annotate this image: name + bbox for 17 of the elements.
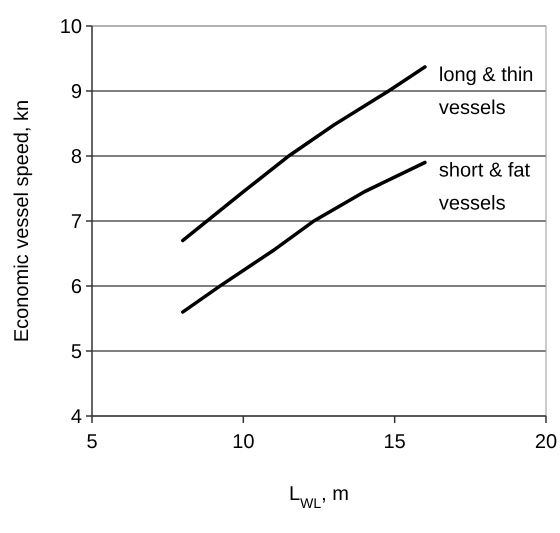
y-tick-label: 6 bbox=[70, 276, 82, 298]
y-tick-label: 7 bbox=[70, 211, 82, 233]
y-tick-label: 4 bbox=[70, 406, 82, 428]
x-tick-label: 15 bbox=[384, 431, 406, 453]
x-tick-label: 10 bbox=[232, 431, 254, 453]
y-tick-label: 5 bbox=[70, 341, 82, 363]
y-tick-label: 8 bbox=[70, 146, 82, 168]
x-tick-label: 20 bbox=[534, 431, 558, 453]
x-tick-label: 5 bbox=[86, 431, 98, 453]
y-tick-label: 10 bbox=[60, 16, 82, 38]
series-label: long & thin vessels bbox=[438, 64, 534, 119]
x-axis-title: L$_{WL}$, m bbox=[289, 483, 349, 511]
y-axis-title: Economic vessel speed, kn bbox=[11, 100, 33, 342]
line-series bbox=[181, 160, 427, 314]
line-series bbox=[181, 65, 427, 242]
y-tick-label: 9 bbox=[70, 81, 82, 103]
series-label: short & fat vessels bbox=[438, 160, 531, 214]
